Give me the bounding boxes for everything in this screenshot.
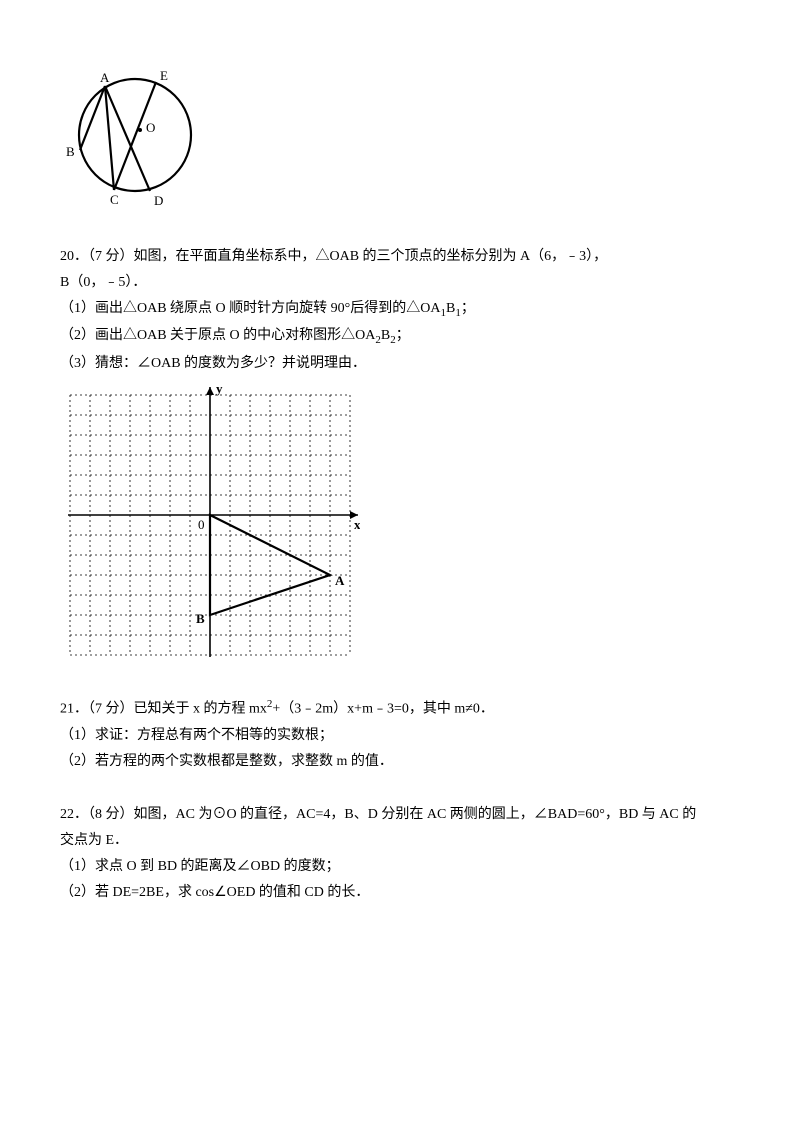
q22-part2: （2）若 DE=2BE，求 cos∠OED 的值和 CD 的长． [60, 881, 740, 905]
circle-diagram: A B C D E O [60, 60, 220, 215]
problem-22: 22．（8 分）如图，AC 为⊙O 的直径，AC=4，B、D 分别在 AC 两侧… [60, 803, 740, 904]
q22-line1: 22．（8 分）如图，AC 为⊙O 的直径，AC=4，B、D 分别在 AC 两侧… [60, 803, 740, 827]
figure-grid: y x 0 A B [60, 385, 740, 665]
grid-diagram: y x 0 A B [60, 385, 360, 665]
q21-line1: 21．（7 分）已知关于 x 的方程 mx2+（3﹣2m）x+m﹣3=0，其中 … [60, 695, 740, 721]
problem-21: 21．（7 分）已知关于 x 的方程 mx2+（3﹣2m）x+m﹣3=0，其中 … [60, 695, 740, 773]
svg-text:E: E [160, 68, 168, 83]
q20-part2: （2）画出△OAB 关于原点 O 的中心对称图形△OA2B2； [60, 324, 740, 349]
svg-text:D: D [154, 193, 163, 208]
q20-part3: （3）猜想：∠OAB 的度数为多少？并说明理由． [60, 352, 740, 376]
svg-text:A: A [100, 70, 110, 85]
q20-part1: （1）画出△OAB 绕原点 O 顺时针方向旋转 90°后得到的△OA1B1； [60, 297, 740, 322]
svg-text:B: B [196, 611, 205, 626]
q20-line2: B（0，﹣5）． [60, 271, 740, 295]
problem-20: 20．（7 分）如图，在平面直角坐标系中，△OAB 的三个顶点的坐标分别为 A（… [60, 245, 740, 375]
svg-text:C: C [110, 192, 119, 207]
q21-part1: （1）求证：方程总有两个不相等的实数根； [60, 724, 740, 748]
svg-text:B: B [66, 144, 75, 159]
q22-part1: （1）求点 O 到 BD 的距离及∠OBD 的度数； [60, 855, 740, 879]
svg-text:0: 0 [198, 517, 205, 532]
q20-line1: 20．（7 分）如图，在平面直角坐标系中，△OAB 的三个顶点的坐标分别为 A（… [60, 245, 740, 269]
svg-text:y: y [216, 385, 223, 396]
svg-text:O: O [146, 120, 155, 135]
svg-text:A: A [335, 573, 345, 588]
q22-line2: 交点为 E． [60, 829, 740, 853]
svg-text:x: x [354, 517, 360, 532]
figure-circle: A B C D E O [60, 60, 740, 215]
q21-part2: （2）若方程的两个实数根都是整数，求整数 m 的值． [60, 750, 740, 774]
